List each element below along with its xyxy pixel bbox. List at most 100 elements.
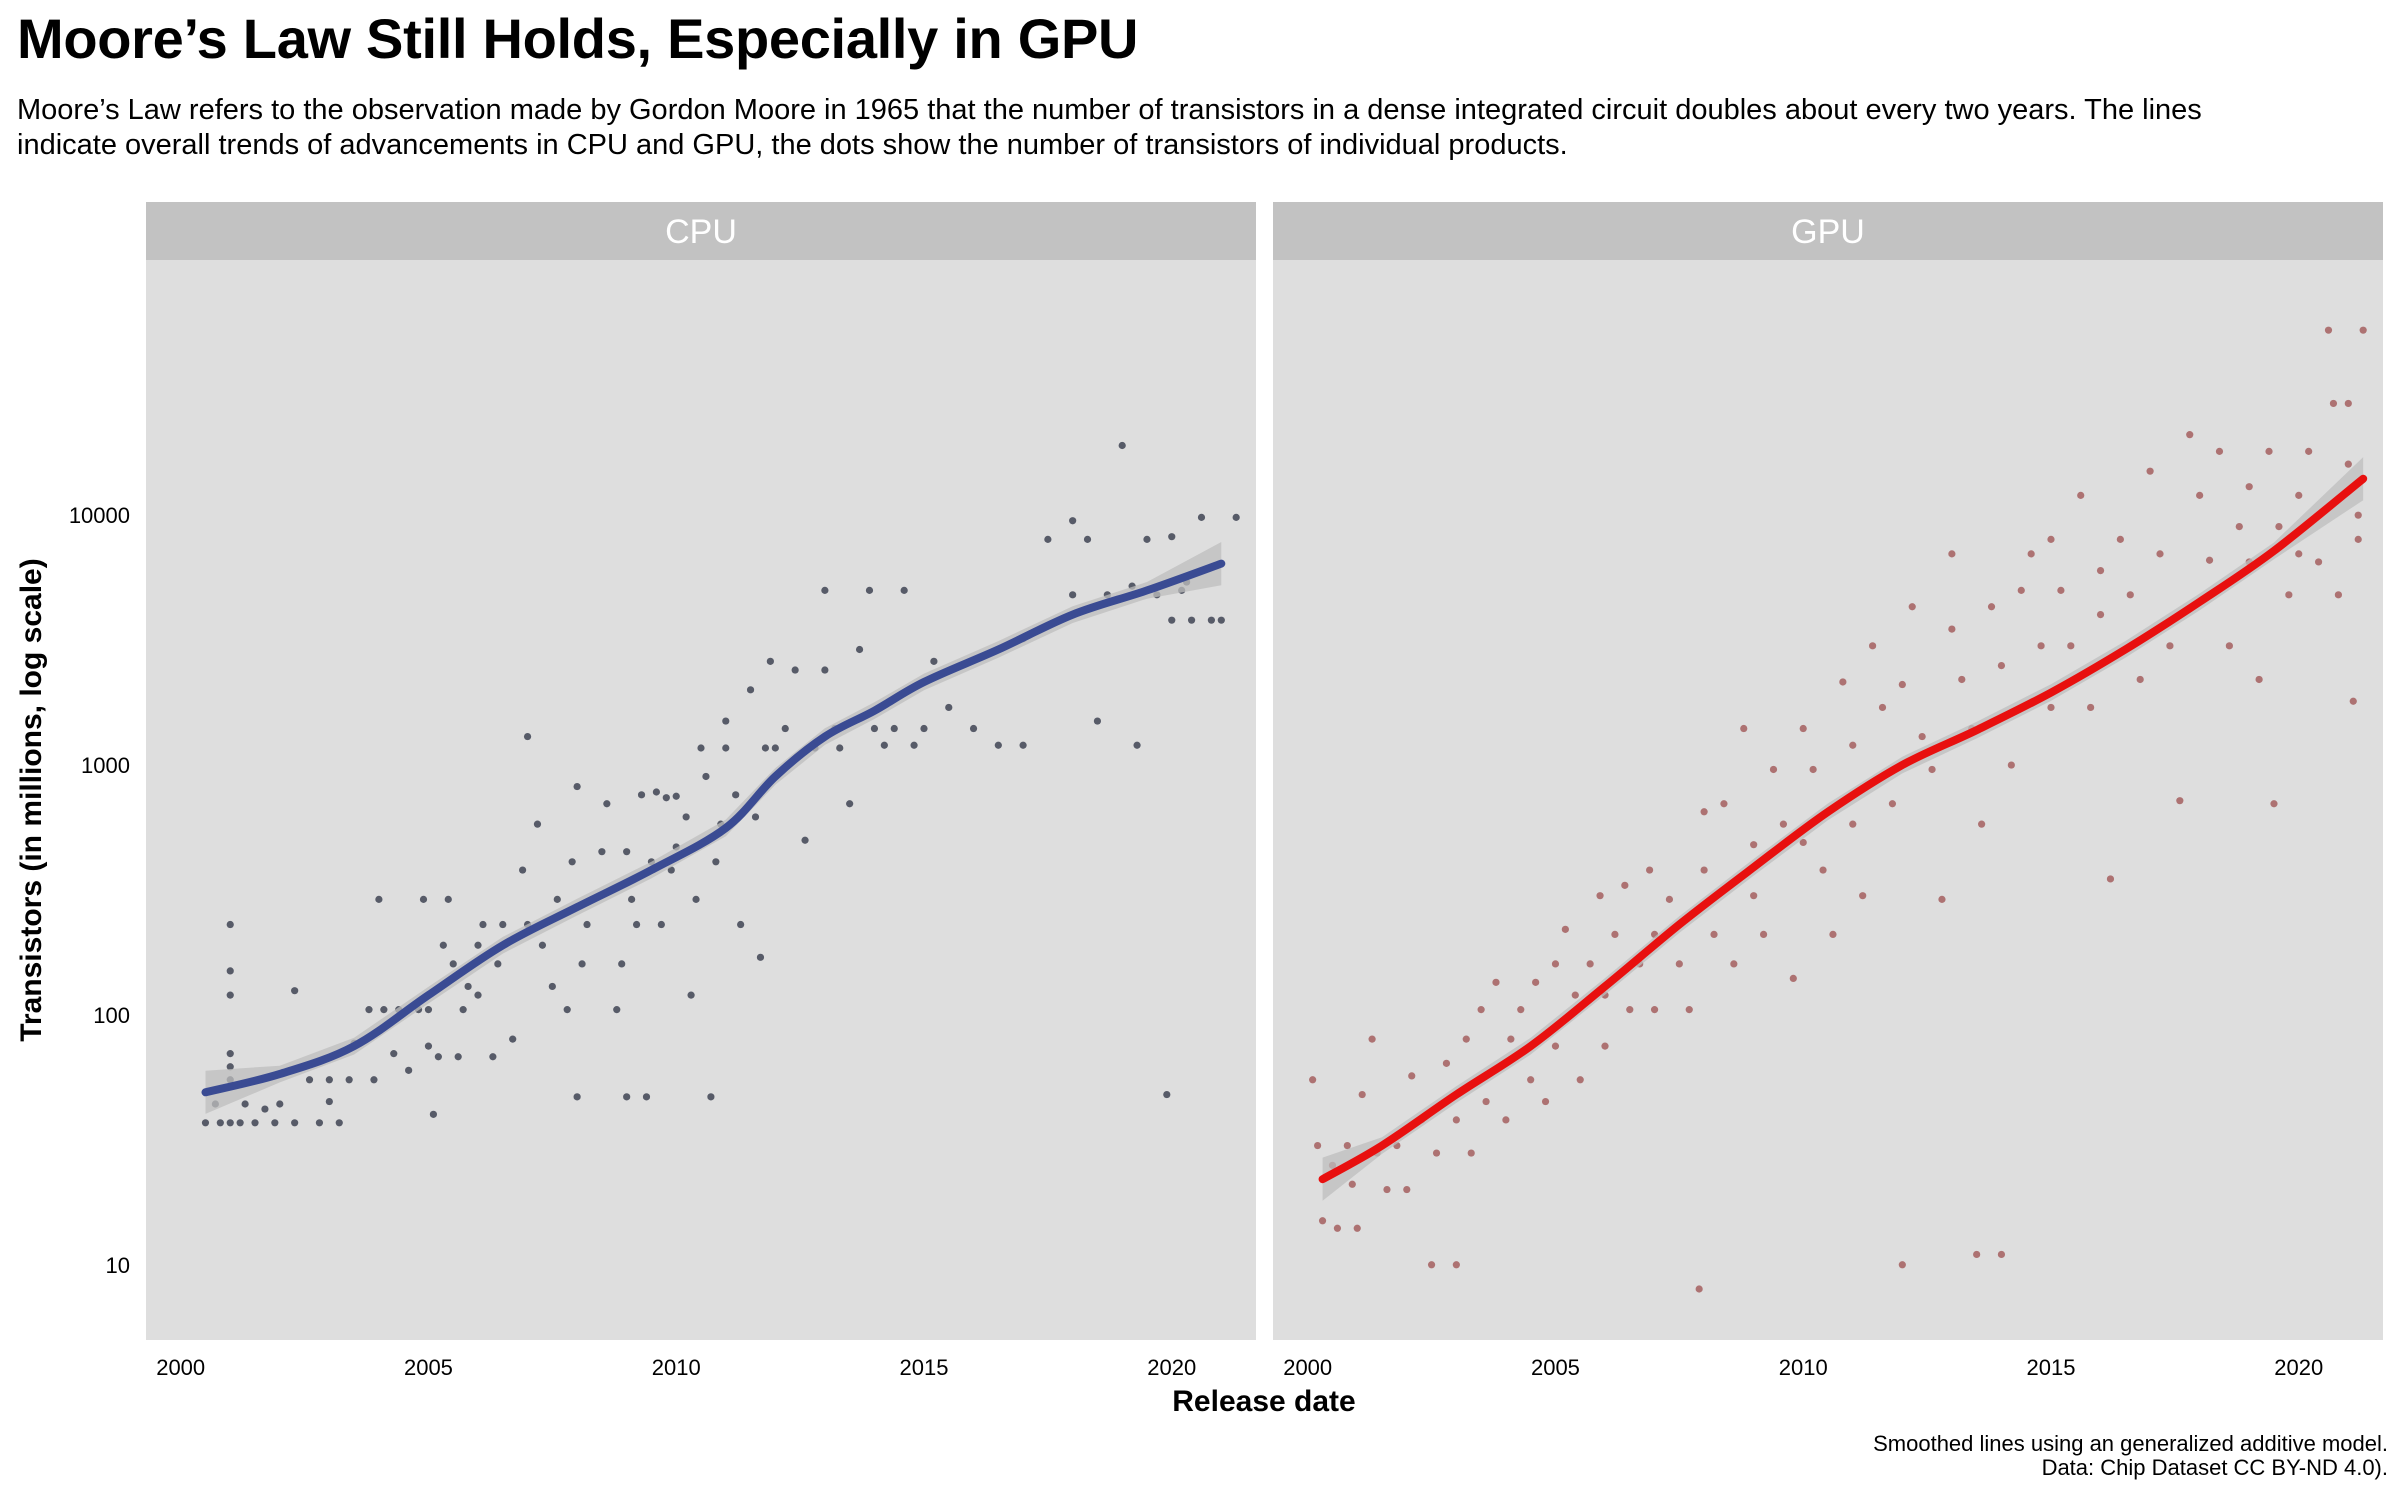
- data-point-cpu: [474, 991, 482, 999]
- data-point-cpu: [969, 724, 978, 733]
- data-point-cpu: [226, 1050, 234, 1058]
- data-point-gpu: [1997, 1250, 2006, 1259]
- data-point-cpu: [424, 1042, 433, 1050]
- data-point-cpu: [657, 920, 665, 929]
- data-point-cpu: [573, 1093, 581, 1101]
- data-point-cpu: [697, 744, 705, 752]
- data-point-gpu: [1383, 1185, 1391, 1194]
- data-point-cpu: [687, 991, 695, 999]
- data-point-cpu: [261, 1105, 269, 1113]
- data-point-cpu: [241, 1100, 249, 1108]
- data-point-cpu: [454, 1053, 462, 1061]
- data-point-cpu: [563, 1006, 571, 1014]
- data-point-gpu: [1353, 1224, 1361, 1232]
- data-point-gpu: [2176, 797, 2184, 805]
- data-point-gpu: [2047, 703, 2055, 712]
- data-point-gpu: [2285, 591, 2293, 599]
- data-point-cpu: [315, 1119, 324, 1127]
- data-point-gpu: [2354, 535, 2362, 543]
- data-point-gpu: [1477, 1006, 1485, 1014]
- data-point-gpu: [1819, 866, 1827, 874]
- data-point-gpu: [2057, 586, 2065, 594]
- data-point-cpu: [623, 848, 631, 856]
- data-point-gpu: [1368, 1035, 1376, 1043]
- data-point-cpu: [365, 1006, 373, 1014]
- data-point-cpu: [880, 741, 888, 749]
- data-point-gpu: [1596, 892, 1604, 900]
- data-point-cpu: [692, 895, 700, 903]
- data-point-gpu: [1348, 1180, 1356, 1188]
- data-point-gpu: [2017, 586, 2025, 594]
- x-axis-title: Release date: [1172, 1385, 1355, 1418]
- data-point-cpu: [667, 866, 675, 874]
- data-point-cpu: [424, 1006, 433, 1014]
- data-point-gpu: [2245, 483, 2253, 491]
- data-point-gpu: [1829, 930, 1837, 938]
- x-tick-label: 2005: [404, 1355, 453, 1380]
- data-point-cpu: [628, 895, 636, 903]
- data-point-gpu: [2205, 556, 2214, 564]
- data-point-gpu: [1987, 603, 1996, 611]
- data-point-cpu: [226, 920, 234, 929]
- data-point-cpu: [1163, 1090, 1171, 1099]
- data-point-gpu: [2037, 642, 2045, 650]
- data-point-cpu: [464, 982, 472, 991]
- x-tick-label: 2010: [652, 1355, 701, 1380]
- plot-area-gpu: [1309, 326, 2368, 1293]
- data-point-gpu: [1561, 925, 1569, 933]
- data-point-cpu: [618, 960, 626, 968]
- data-point-cpu: [226, 1119, 234, 1127]
- data-point-cpu: [613, 1006, 621, 1014]
- data-point-cpu: [603, 800, 611, 808]
- data-point-cpu: [900, 586, 908, 594]
- data-point-cpu: [583, 920, 591, 929]
- data-point-cpu: [920, 724, 928, 733]
- data-point-cpu: [325, 1097, 333, 1106]
- y-axis-title: Transistors (in millions, log scale): [15, 558, 48, 1041]
- data-point-gpu: [2324, 326, 2333, 334]
- data-point-gpu: [1427, 1261, 1436, 1269]
- data-point-gpu: [2186, 431, 2194, 439]
- data-point-gpu: [1576, 1076, 1584, 1084]
- data-point-gpu: [2136, 675, 2144, 684]
- data-point-cpu: [672, 792, 680, 800]
- data-point-cpu: [1168, 616, 1176, 624]
- data-point-gpu: [2334, 591, 2343, 599]
- data-point-cpu: [573, 782, 581, 791]
- data-point-gpu: [2215, 447, 2224, 455]
- data-point-gpu: [1432, 1149, 1441, 1157]
- data-point-cpu: [1217, 616, 1225, 624]
- data-point-cpu: [335, 1119, 343, 1127]
- data-point-gpu: [1527, 1076, 1535, 1084]
- data-point-gpu: [1442, 1059, 1451, 1067]
- x-tick-label: 2020: [2274, 1355, 2323, 1380]
- x-tick-label: 2010: [1779, 1355, 1828, 1380]
- data-point-cpu: [855, 645, 864, 654]
- panel-bg-cpu: [146, 260, 1256, 1340]
- data-point-cpu: [637, 791, 646, 799]
- y-tick-label: 1000: [81, 753, 130, 778]
- data-point-gpu: [2196, 491, 2204, 499]
- data-point-cpu: [449, 960, 457, 968]
- data-point-gpu: [1403, 1185, 1411, 1194]
- data-point-gpu: [2235, 522, 2243, 531]
- data-point-cpu: [766, 657, 774, 665]
- y-tick-label: 10: [106, 1253, 130, 1278]
- data-point-gpu: [1978, 820, 1986, 828]
- data-point-cpu: [538, 941, 547, 949]
- data-point-gpu: [2156, 550, 2164, 558]
- chart-title: Moore’s Law Still Holds, Especially in G…: [17, 7, 1139, 70]
- data-point-cpu: [226, 967, 234, 975]
- data-point-gpu: [1759, 930, 1768, 938]
- plot-area-cpu: [201, 441, 1240, 1127]
- data-point-gpu: [1571, 991, 1579, 999]
- data-point-cpu: [746, 686, 755, 694]
- data-point-cpu: [519, 866, 527, 874]
- data-point-cpu: [236, 1119, 244, 1127]
- data-point-gpu: [1695, 1285, 1703, 1293]
- data-point-gpu: [1789, 974, 1797, 982]
- data-point-cpu: [509, 1035, 517, 1043]
- x-tick-label: 2000: [1283, 1355, 1332, 1380]
- data-point-cpu: [1133, 741, 1141, 749]
